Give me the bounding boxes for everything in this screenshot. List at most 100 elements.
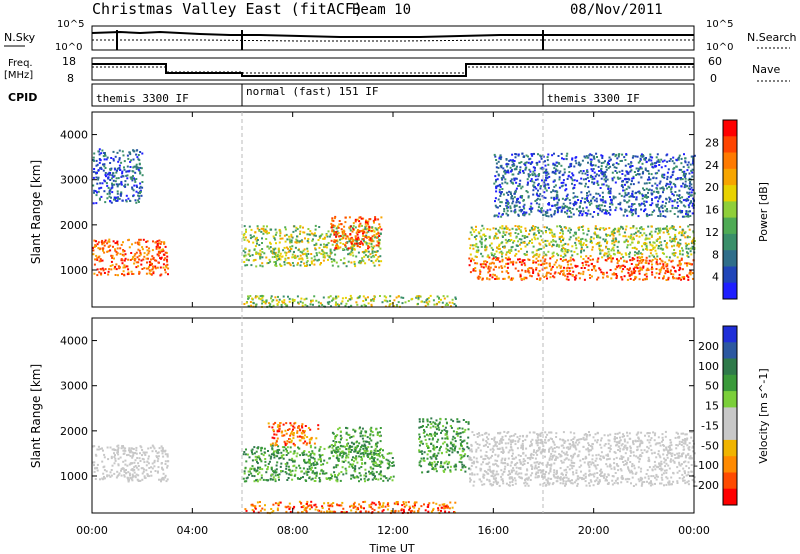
heatmap-cell <box>550 240 553 243</box>
heatmap-cell <box>303 248 306 251</box>
heatmap-cell <box>314 472 316 475</box>
heatmap-cell <box>252 302 255 305</box>
heatmap-cell <box>243 451 246 453</box>
heatmap-cell <box>309 454 312 457</box>
heatmap-cell <box>113 257 115 260</box>
heatmap-cell <box>438 297 440 300</box>
heatmap-cell <box>353 245 356 248</box>
heatmap-cell <box>517 153 520 156</box>
heatmap-cell <box>531 173 534 176</box>
heatmap-cell <box>339 452 342 454</box>
heatmap-cell <box>607 234 609 237</box>
heatmap-cell <box>153 465 156 468</box>
heatmap-cell <box>573 250 576 253</box>
heatmap-cell <box>291 253 294 256</box>
heatmap-cell <box>392 475 395 478</box>
heatmap-cell <box>115 268 118 271</box>
heatmap-cell <box>657 158 660 161</box>
heatmap-cell <box>555 197 558 200</box>
heatmap-cell <box>294 469 297 472</box>
heatmap-cell <box>269 260 272 263</box>
heatmap-cell <box>134 199 137 202</box>
heatmap-cell <box>585 206 588 209</box>
heatmap-cell <box>367 302 370 305</box>
heatmap-cell <box>318 251 321 254</box>
heatmap-cell <box>688 185 691 188</box>
heatmap-cell <box>510 181 513 184</box>
heatmap-cell <box>337 232 340 234</box>
heatmap-cell <box>657 227 660 230</box>
heatmap-cell <box>375 232 378 235</box>
heatmap-cell <box>515 201 518 204</box>
heatmap-cell <box>273 237 276 240</box>
heatmap-cell <box>132 194 135 197</box>
heatmap-cell <box>135 466 138 469</box>
heatmap-cell <box>110 457 113 460</box>
heatmap-cell <box>474 229 477 231</box>
heatmap-cell <box>361 462 364 465</box>
heatmap-cell <box>297 249 300 252</box>
heatmap-cell <box>596 228 599 230</box>
heatmap-cell <box>246 239 249 242</box>
heatmap-cell <box>278 424 281 427</box>
heatmap-cell <box>319 455 322 458</box>
heatmap-cell <box>151 467 154 470</box>
heatmap-cell <box>680 201 683 203</box>
heatmap-cell <box>505 198 508 201</box>
heatmap-cell <box>122 270 125 273</box>
heatmap-cell <box>257 466 259 469</box>
heatmap-cell <box>643 189 646 191</box>
heatmap-cell <box>158 447 161 450</box>
heatmap-cell <box>160 462 163 465</box>
heatmap-cell <box>302 231 305 234</box>
heatmap-cell <box>101 447 103 450</box>
heatmap-cell <box>299 250 302 253</box>
heatmap-cell <box>322 470 325 473</box>
heatmap-cell <box>289 446 292 449</box>
heatmap-cell <box>655 165 658 168</box>
heatmap-cell <box>104 172 107 174</box>
heatmap-cell <box>278 257 281 259</box>
heatmap-cell <box>396 305 399 308</box>
heatmap-cell <box>531 154 534 157</box>
heatmap-cell <box>99 268 102 270</box>
heatmap-cell <box>120 181 123 184</box>
heatmap-cell <box>330 305 332 308</box>
heatmap-cell <box>95 159 98 162</box>
heatmap-cell <box>340 223 343 225</box>
heatmap-cell <box>641 268 644 271</box>
heatmap-cell <box>116 243 119 246</box>
heatmap-cell <box>553 198 556 200</box>
heatmap-cell <box>323 252 326 254</box>
heatmap-cell <box>565 188 568 191</box>
heatmap-cell <box>320 469 323 472</box>
heatmap-cell <box>341 460 344 463</box>
heatmap-cell <box>342 262 345 265</box>
heatmap-cell <box>301 432 304 435</box>
heatmap-cell <box>388 305 391 308</box>
heatmap-cell <box>108 474 111 477</box>
heatmap-cell <box>288 428 291 431</box>
heatmap-cell <box>612 249 615 252</box>
heatmap-cell <box>166 453 169 456</box>
heatmap-cell <box>323 459 326 462</box>
heatmap-cell <box>262 232 265 235</box>
heatmap-cell <box>554 271 557 274</box>
heatmap-cell <box>268 247 271 250</box>
heatmap-cell <box>255 479 258 482</box>
heatmap-cell <box>617 203 620 206</box>
heatmap-cell <box>502 176 505 179</box>
heatmap-cell <box>371 251 374 254</box>
heatmap-cell <box>538 253 541 256</box>
heatmap-cell <box>281 300 284 303</box>
heatmap-cell <box>255 240 258 243</box>
heatmap-cell <box>93 191 95 194</box>
heatmap-cell <box>333 260 336 263</box>
heatmap-cell <box>154 265 157 268</box>
heatmap-cell <box>275 231 278 234</box>
heatmap-cell <box>666 267 669 270</box>
heatmap-cell <box>556 201 559 204</box>
heatmap-cell <box>515 181 518 184</box>
heatmap-cell <box>688 202 691 205</box>
heatmap-cell <box>358 467 361 470</box>
